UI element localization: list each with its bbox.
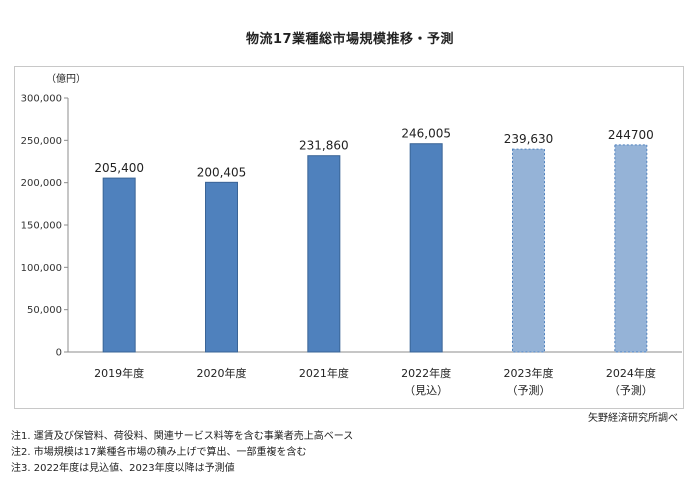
bars: [102, 143, 648, 353]
y-tick-label: 250,000: [21, 136, 62, 147]
note-3: 注3. 2022年度は見込値、2023年度以降は予測値: [11, 463, 235, 474]
value-labels: 205,400 200,405 231,860 246,005 239,630 24470…: [94, 127, 653, 180]
y-axis-unit-label: （億円）: [46, 72, 86, 85]
y-tick-label: 300,000: [21, 94, 62, 105]
bar-value-label: 244700: [608, 128, 654, 142]
x-tick-label: 2024年度: [606, 366, 656, 380]
x-tick-label: 2019年度: [94, 366, 144, 380]
y-tick-label: 150,000: [21, 221, 62, 232]
x-tick-sublabel: （見込）: [404, 384, 448, 397]
source-credit: 矢野経済研究所調べ: [588, 413, 678, 424]
bar: [614, 144, 648, 353]
bar: [512, 148, 545, 353]
chart-title: 物流17業種総市場規模推移・予測: [245, 32, 455, 47]
bar: [307, 155, 341, 353]
bar-value-label: 205,400: [94, 161, 144, 175]
notes: 注1. 運賃及び保管料、荷役料、関連サービス料等を含む事業者売上高ベース 注2.…: [11, 429, 353, 477]
y-tick-label: 0: [56, 348, 62, 359]
x-axis-labels: 2019年度 2020年度 2021年度 2022年度 （見込） 2023年度 （予測） 20…: [94, 366, 656, 397]
bar: [409, 143, 443, 353]
x-tick-label: 2021年度: [299, 366, 349, 380]
bar-value-label: 246,005: [401, 127, 451, 141]
x-tick-sublabel: （予測）: [507, 383, 551, 397]
y-tick-label: 50,000: [27, 305, 62, 316]
chart-frame: [14, 66, 684, 409]
note-2: 注2. 市場規模は17業種各市場の積み上げで算出、一部重複を含む: [11, 447, 307, 458]
note-1: 注1. 運賃及び保管料、荷役料、関連サービス料等を含む事業者売上高ベース: [11, 431, 354, 442]
bar-value-label: 231,860: [299, 139, 349, 153]
y-tick-label: 100,000: [21, 263, 62, 274]
x-tick-label: 2022年度: [401, 366, 451, 380]
bar: [205, 181, 238, 353]
y-axis: 0 50,000 100,000 150,000 200,000 250,000 300,0…: [21, 94, 682, 359]
y-tick-label: 200,000: [21, 178, 62, 189]
x-tick-label: 2023年度: [504, 366, 554, 380]
bar: [102, 177, 136, 353]
bar-value-label: 239,630: [504, 132, 554, 146]
bar-value-label: 200,405: [197, 165, 247, 179]
x-tick-label: 2020年度: [197, 366, 247, 380]
x-tick-sublabel: （予測）: [609, 383, 653, 397]
